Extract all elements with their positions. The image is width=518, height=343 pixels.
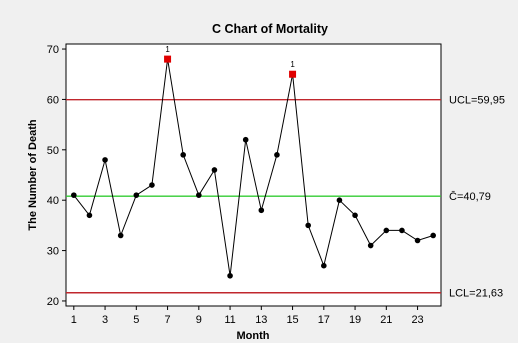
x-tick-label: 17 [318,314,330,326]
data-point [211,167,218,173]
x-tick-label: 21 [380,314,392,326]
control-labels: UCL=59,95 C̄=40,79 LCL=21,63 [449,95,505,300]
control-label-cl: C̄=40,79 [449,191,491,204]
data-point [71,192,77,198]
x-tick-label: 9 [196,314,202,326]
y-axis-label: The Number of Death [27,119,39,231]
data-point [430,232,436,239]
chart-title: C Chart of Mortality [212,22,328,36]
data-point [367,242,374,249]
data-point [242,136,249,143]
y-tick-label: 30 [47,246,59,258]
data-point [414,237,421,244]
data-point [305,222,311,229]
data-point [321,262,327,269]
y-tick-label: 70 [47,44,59,56]
data-point [352,212,358,219]
y-tick-label: 60 [47,94,59,106]
x-tick-label: 1 [71,314,77,326]
control-label-lcl: LCL=21,63 [449,288,503,300]
y-tick-label: 50 [47,145,59,157]
data-point [227,272,233,279]
control-lines [66,98,441,294]
data-point [274,152,280,158]
y-axis: 20 30 40 50 60 70 [47,44,66,308]
data-point [196,192,202,198]
data-point [102,157,108,163]
series-line [73,59,434,276]
out-of-control-label: 1 [165,45,170,54]
x-axis-label: Month [237,330,270,342]
data-point [258,207,265,214]
data-point [133,192,140,198]
data-point [117,232,124,239]
x-tick-label: 7 [165,314,171,326]
x-axis: 1 3 5 7 9 11 13 15 17 19 21 23 [71,306,424,326]
y-tick-label: 40 [47,195,59,207]
data-point [399,227,405,234]
out-of-control-label: 1 [290,60,295,69]
data-point [149,182,155,188]
x-tick-label: 13 [255,314,267,326]
out-of-control-point [164,55,172,63]
x-tick-label: 23 [411,314,423,326]
y-tick-label: 20 [47,296,59,308]
out-of-control-point [289,70,297,78]
x-tick-label: 3 [102,314,108,326]
control-label-ucl: UCL=59,95 [449,95,505,107]
data-point [383,227,390,234]
data-point [336,197,343,203]
x-tick-label: 5 [133,314,139,326]
data-point [86,212,93,219]
x-tick-label: 15 [286,314,298,326]
x-tick-label: 11 [224,314,235,326]
x-tick-label: 19 [349,314,361,326]
data-series: 11 [71,45,436,279]
data-point [180,152,186,158]
